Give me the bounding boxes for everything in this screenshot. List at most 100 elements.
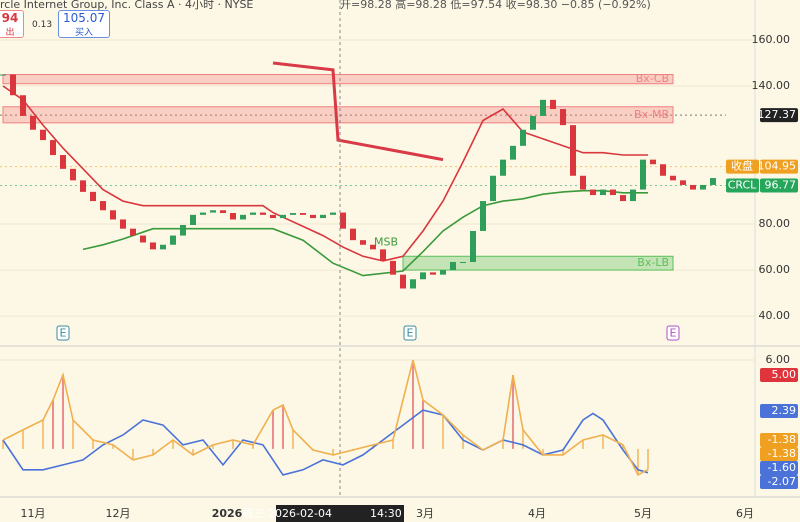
candle (470, 230, 476, 263)
candle (390, 260, 396, 275)
candle (440, 270, 446, 275)
candle (590, 189, 596, 196)
candle (250, 212, 256, 215)
price-label: 96.77 (765, 178, 797, 191)
candle (130, 228, 136, 236)
x-tick-label: 11月 (21, 507, 46, 520)
zone (2, 74, 674, 85)
candle (190, 214, 196, 225)
zone-label: Bx-CB (636, 72, 669, 85)
candle (30, 115, 36, 130)
indicator-line (2, 85, 648, 262)
event-label: E (407, 327, 414, 340)
candle (50, 140, 56, 156)
candle (270, 214, 276, 219)
price-label-title-box (726, 178, 759, 193)
event-marker (666, 325, 680, 341)
ohlc: 开=98.28 高=98.28 低=97.54 收=98.30 −0.85 (−… (340, 0, 651, 11)
candle (150, 242, 156, 250)
x-tick-label: 6月 (736, 507, 754, 520)
candle (180, 224, 186, 236)
price-label-box (760, 404, 798, 418)
zone-label: Bx-MB (634, 108, 669, 121)
candle (460, 262, 466, 264)
candle (700, 184, 706, 190)
spread: 0.13 (32, 20, 53, 30)
candle (240, 214, 246, 220)
y-tick-label: 6.00 (766, 353, 791, 366)
price-label: 104.95 (758, 160, 797, 173)
price-label-title: 收盘 (731, 159, 753, 173)
zone (402, 255, 674, 271)
sell-price: 94 (1, 11, 19, 25)
indicator-line (272, 61, 444, 162)
candle (340, 212, 346, 229)
candle (300, 213, 306, 215)
y-tick-label: 40.00 (759, 309, 791, 322)
candle (430, 272, 436, 275)
header: rcle Internet Group, Inc. Class A · 4小时 … (0, 0, 800, 40)
price-label: 5.00 (772, 368, 797, 381)
candle (350, 228, 356, 241)
buy-price: 105.07 (63, 11, 105, 25)
candle (160, 244, 166, 250)
price-label: 127.37 (758, 108, 797, 121)
candle (70, 168, 76, 181)
indicator-line (2, 409, 649, 476)
y-tick-label: 140.00 (752, 79, 791, 92)
candle (600, 189, 606, 196)
price-label: -1.38 (768, 433, 796, 446)
candle (10, 74, 16, 96)
candle (140, 235, 146, 243)
event-label: E (670, 327, 677, 340)
event-marker (56, 325, 70, 341)
event-marker (403, 325, 417, 341)
candle (640, 159, 646, 190)
candle (370, 244, 376, 250)
crosshair-date: 周三 2026-02-04 (243, 507, 332, 520)
candle (110, 210, 116, 220)
candle (620, 195, 626, 202)
candle (80, 180, 86, 192)
candle (530, 115, 536, 130)
candle (90, 191, 96, 202)
sell-button[interactable]: 94 出 (0, 10, 24, 38)
candle (230, 213, 236, 220)
indicator-line (2, 359, 649, 477)
candle (500, 159, 506, 176)
candle (540, 99, 546, 116)
candle (170, 235, 176, 245)
candle (660, 164, 666, 176)
y-tick-label: 80.00 (759, 217, 791, 230)
x-tick-label: 4月 (528, 507, 546, 520)
candle (420, 272, 426, 280)
candle (260, 212, 266, 215)
crosshair-label-box (276, 505, 404, 522)
price-label: -1.60 (768, 461, 796, 474)
annotation: MSB (374, 235, 398, 248)
price-label-box (760, 447, 798, 461)
price-label-box (760, 159, 798, 174)
sell-label: 出 (5, 28, 15, 38)
buy-button[interactable]: 105.07 买入 (58, 10, 110, 38)
price-label-title-box (726, 159, 759, 174)
candle (490, 175, 496, 202)
candle (520, 129, 526, 146)
indicator-line (82, 189, 648, 277)
candle (290, 213, 296, 215)
candle (320, 214, 326, 219)
candle (400, 274, 406, 289)
symbol-title: rcle Internet Group, Inc. Class A · 4小时 … (0, 0, 254, 11)
candle (360, 240, 366, 245)
price-label: -2.07 (768, 475, 796, 488)
candle (200, 212, 206, 215)
candle (580, 175, 586, 190)
price-label: 2.39 (772, 404, 797, 417)
candle (380, 249, 386, 261)
candle (100, 201, 106, 211)
price-label-box (760, 461, 798, 475)
candle (120, 219, 126, 229)
candle (410, 279, 416, 289)
